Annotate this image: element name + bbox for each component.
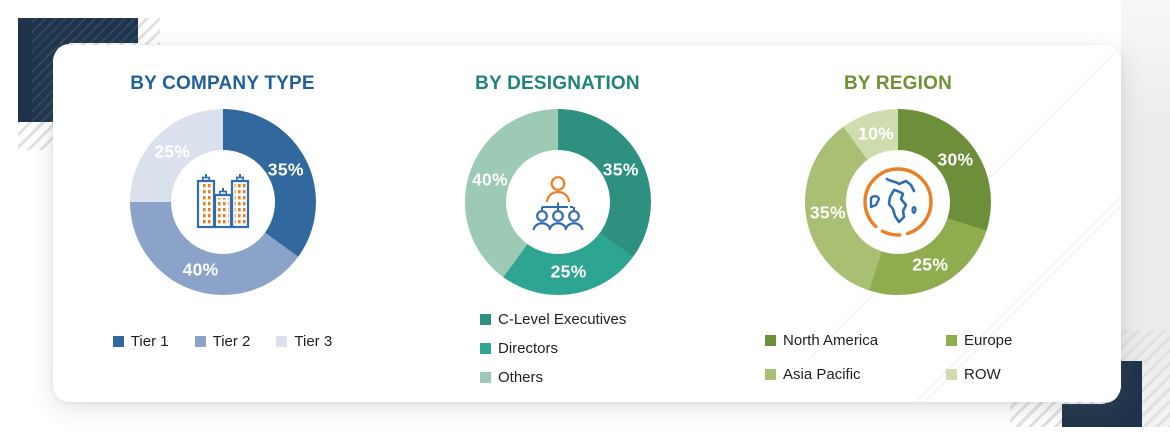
charts-card: BY COMPANY TYPE [53,45,1121,402]
slice-percent-label: 40% [472,169,508,190]
slice-percent-label: 25% [912,254,949,275]
legend-swatch [480,372,491,383]
slice-percent-label: 40% [182,259,219,280]
designation-chart: BY DESIGNATION [388,45,727,402]
company-type-legend: Tier 1 Tier 2 Tier 3 [53,333,392,350]
buildings-icon [192,171,254,233]
legend-item: North America [765,332,946,349]
slice-percent-label: 35% [809,202,846,223]
org-chart-icon [529,174,587,231]
legend-swatch [480,314,491,325]
legend-swatch [765,369,776,380]
region-donut: 30% 25% 35% 10% [805,109,991,295]
slice-percent-label: 35% [602,159,639,180]
bottom-right-navy-bar [1062,404,1142,427]
legend-label: Europe [964,332,1013,349]
chart-title: BY REGION [843,73,953,94]
donut-hole [505,150,610,254]
chart-title: BY COMPANY TYPE [130,73,315,94]
slice-percent-label: 30% [937,149,974,170]
legend-item: Tier 1 [112,333,169,350]
designation-legend: C-Level Executives Directors Others [480,311,626,386]
legend-label: Directors [498,340,559,357]
legend-label: North America [783,332,879,349]
region-chart: BY REGION 30% 25% 35% 10% North America Euro [729,45,1067,402]
slice-percent-label: 25% [154,141,191,162]
region-legend: North America Europe Asia Pacific ROW [765,332,1012,383]
legend-item: Tier 3 [276,333,332,350]
legend-swatch [112,336,124,347]
legend-swatch [194,336,206,347]
top-left-navy-strip [18,18,32,122]
slice-percent-label: 10% [858,123,895,144]
legend-item: Europe [946,332,1012,349]
legend-item: ROW [946,366,1012,383]
legend-swatch [765,335,776,346]
slice-percent-label: 25% [550,261,587,282]
legend-label: Asia Pacific [783,366,861,383]
company-type-donut: 35% 40% 25% [129,109,316,295]
legend-item: Asia Pacific [765,366,946,383]
legend-item: C-Level Executives [480,311,626,328]
legend-label: C-Level Executives [498,311,627,328]
legend-label: Tier 1 [130,333,169,350]
legend-item: Directors [480,340,626,357]
legend-label: Others [498,369,544,386]
legend-swatch [276,336,288,347]
globe-icon [859,163,937,241]
legend-item: Tier 2 [194,333,251,350]
designation-donut: 35% 25% 40% [464,109,651,295]
legend-swatch [480,343,491,354]
legend-swatch [946,335,957,346]
legend-label: ROW [964,366,1001,383]
company-type-chart: BY COMPANY TYPE [53,45,392,402]
legend-swatch [946,369,957,380]
slice-percent-label: 35% [267,159,304,180]
legend-label: Tier 2 [212,333,251,350]
donut-hole [170,150,275,254]
legend-item: Others [480,369,626,386]
donut-hole [846,150,950,254]
chart-title: BY DESIGNATION [475,73,640,94]
legend-label: Tier 3 [294,333,333,350]
